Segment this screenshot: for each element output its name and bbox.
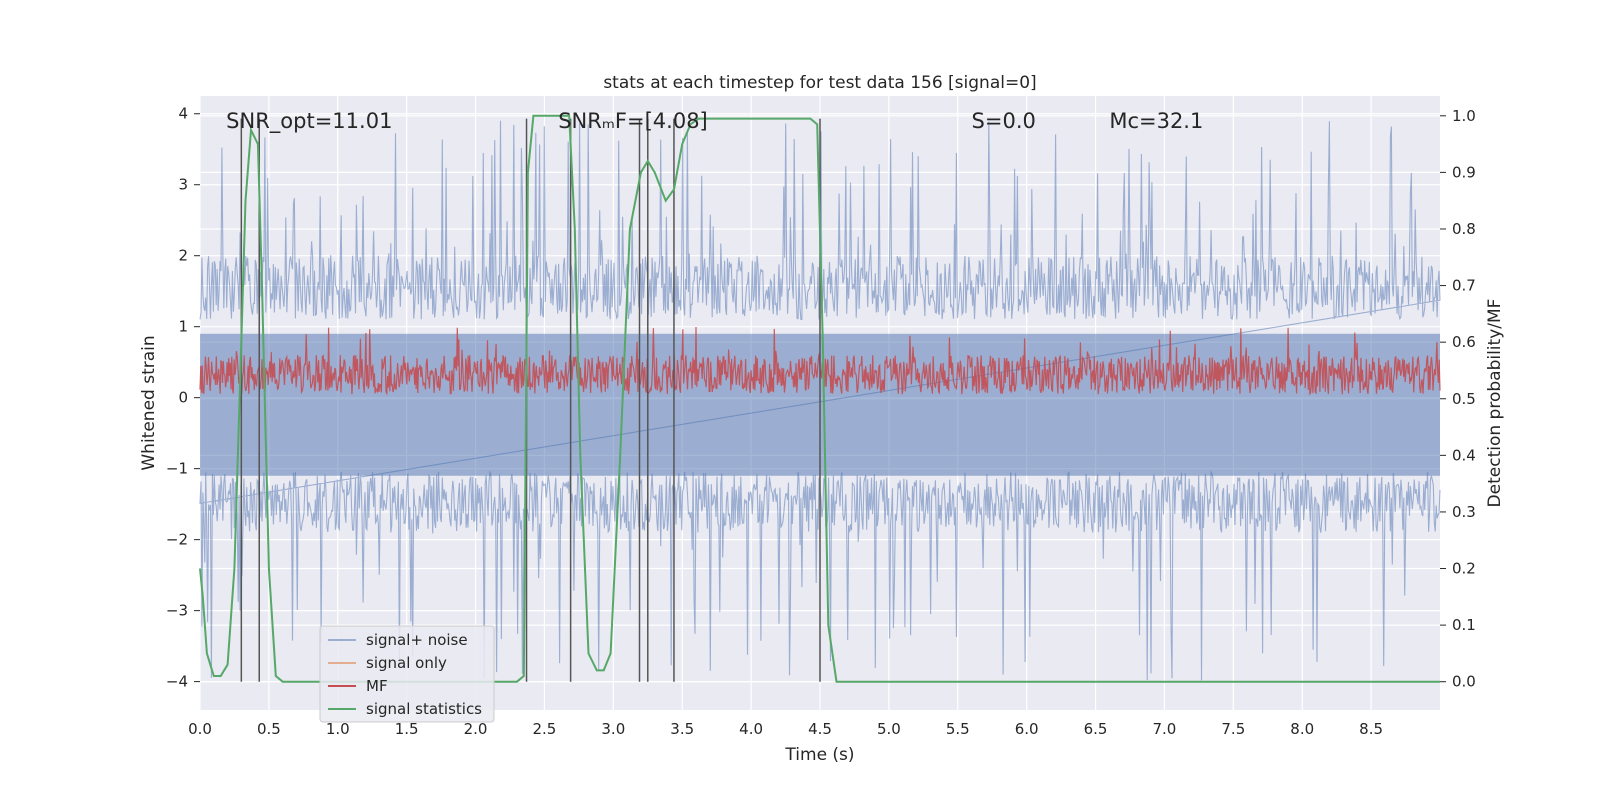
x-axis-ticks: 0.0 0.5 1.0 1.5 2.0 2.5 3.0 3.5 4.0 4.5 5.0 5.5 6.0 6… (188, 720, 1383, 738)
y2-tick-label: 0.1 (1452, 616, 1476, 634)
x-tick-label: 0.5 (257, 720, 281, 738)
y-tick-label: 4 (178, 105, 188, 123)
y2-axis-label: Detection probability/MF (1485, 299, 1505, 508)
annotation-text: SNRₘF=[4.08] (558, 109, 708, 133)
x-tick-label: 8.0 (1290, 720, 1314, 738)
x-tick-label: 2.0 (464, 720, 488, 738)
y-tick-label: −2 (166, 531, 188, 549)
y-axis-label: Whitened strain (139, 335, 159, 470)
x-tick-label: 4.0 (739, 720, 763, 738)
y2-tick-label: 0.8 (1452, 220, 1476, 238)
x-tick-label: 3.0 (601, 720, 625, 738)
y2-tick-label: 0.4 (1452, 446, 1476, 464)
x-tick-label: 7.5 (1221, 720, 1245, 738)
y-tick-label: 1 (178, 318, 188, 336)
chart-title: stats at each timestep for test data 156… (603, 73, 1036, 93)
x-tick-label: 6.5 (1084, 720, 1108, 738)
y-tick-label: −1 (166, 460, 188, 478)
legend-label-mf: MF (366, 677, 388, 695)
legend-label-signal-statistics: signal statistics (366, 700, 482, 718)
x-tick-label: 2.5 (533, 720, 557, 738)
legend-box (319, 625, 495, 723)
y2-tick-label: 1.0 (1452, 107, 1476, 125)
x-tick-label: 8.5 (1359, 720, 1383, 738)
y2-tick-label: 0.9 (1452, 163, 1476, 181)
legend-label-signal-only: signal only (366, 654, 447, 672)
y-tick-label: −4 (166, 673, 188, 691)
x-tick-label: 6.0 (1015, 720, 1039, 738)
legend-label-signal-noise: signal+ noise (366, 631, 468, 649)
y2-tick-label: 0.6 (1452, 333, 1476, 351)
y2-tick-label: 0.3 (1452, 503, 1476, 521)
y-tick-label: 0 (178, 389, 188, 407)
signal-statistics-layer (199, 114, 1440, 683)
y-tick-label: −3 (166, 602, 188, 620)
y2-axis-ticks: 0.0 0.1 0.2 0.3 0.4 0.5 0.6 0.7 0.8 0.9 1.0 (1440, 107, 1476, 691)
x-tick-label: 7.0 (1153, 720, 1177, 738)
y2-tick-label: 0.7 (1452, 277, 1476, 295)
x-axis-label: Time (s) (784, 745, 854, 765)
annotation-text: S=0.0 (972, 109, 1036, 133)
x-tick-label: 0.0 (188, 720, 212, 738)
annotation-text: Mᴄ=32.1 (1109, 109, 1203, 133)
y-axis-ticks: −4 −3 −2 −1 0 1 2 3 4 (166, 105, 200, 691)
legend: signal+ noise signal only MF signal stat… (319, 625, 495, 723)
x-tick-label: 4.5 (808, 720, 832, 738)
x-tick-label: 5.0 (877, 720, 901, 738)
x-tick-label: 1.5 (395, 720, 419, 738)
y-tick-label: 3 (178, 176, 188, 194)
y2-tick-label: 0.5 (1452, 390, 1476, 408)
x-tick-label: 3.5 (670, 720, 694, 738)
y2-tick-label: 0.2 (1452, 560, 1476, 578)
x-tick-label: 1.0 (326, 720, 350, 738)
annotation-text: SNR_opt=11.01 (226, 109, 392, 134)
y-tick-label: 2 (178, 247, 188, 265)
series-signal-statistics (199, 114, 1440, 683)
y2-tick-label: 0.0 (1452, 673, 1476, 691)
annotations: SNR_opt=11.01 SNRₘF=[4.08] S=0.0 Mᴄ=32.1 (226, 109, 1203, 134)
x-tick-label: 5.5 (946, 720, 970, 738)
